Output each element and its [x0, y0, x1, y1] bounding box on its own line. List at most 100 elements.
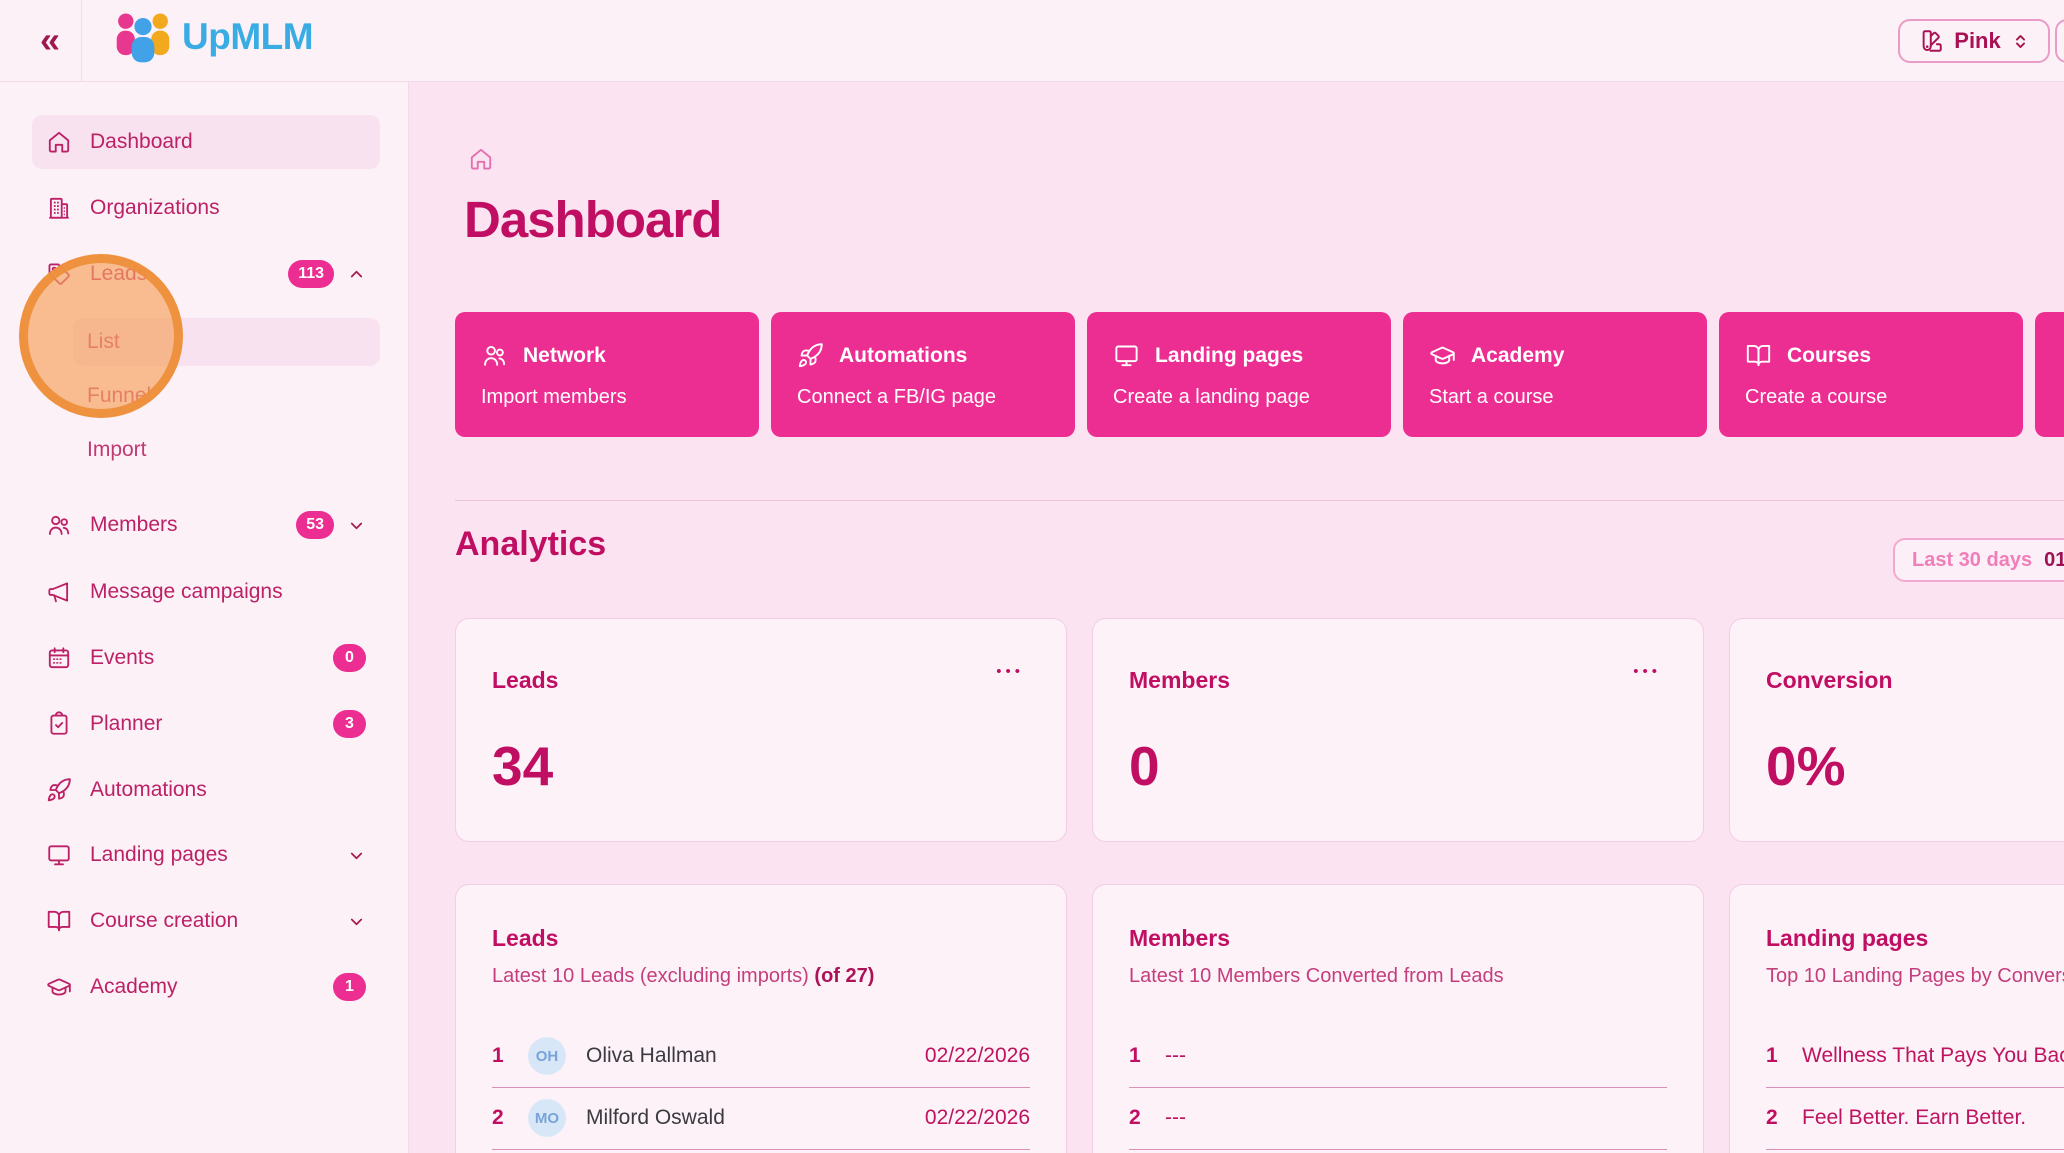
sidebar-item-label: Dashboard — [90, 130, 193, 153]
chevron-up-icon[interactable] — [347, 265, 366, 284]
chevron-up-down-icon — [2015, 34, 2025, 48]
stat-value: 0% — [1766, 735, 1846, 797]
quick-action-automations[interactable]: Automations Connect a FB/IG page — [771, 312, 1075, 437]
theme-selector-value: Pink — [1954, 28, 2001, 53]
analytics-heading: Analytics — [455, 525, 607, 563]
list-card-subtitle-text: Latest 10 Leads (excluding imports) — [492, 965, 809, 987]
header-secondary-button[interactable] — [2055, 19, 2064, 63]
sidebar-item-leads[interactable]: Leads 113 — [32, 247, 380, 301]
list-card-leads: Leads Latest 10 Leads (excluding imports… — [455, 884, 1067, 1153]
quick-action-subtitle: Start a course — [1429, 386, 1554, 408]
sidebar-subitem-leads-funnel[interactable]: Funnel — [73, 372, 380, 420]
theme-selector-button[interactable]: Pink — [1898, 19, 2050, 63]
quick-action-title: Network — [523, 343, 606, 367]
breadcrumb-home-icon[interactable] — [468, 146, 494, 172]
header-divider — [81, 0, 82, 81]
list-card-title: Members — [1129, 925, 1230, 951]
sidebar-subitem-label: Import — [87, 438, 147, 461]
list-card-subtitle: Latest 10 Leads (excluding imports) (of … — [492, 965, 1030, 988]
quick-action-subtitle: Create a course — [1745, 386, 1888, 408]
stat-title: Conversion — [1766, 667, 1893, 693]
row-number: 1 — [492, 1044, 504, 1067]
clipboard-check-icon — [50, 711, 68, 735]
sidebar-subitem-leads-list[interactable]: List — [73, 318, 380, 366]
stat-card-members: Members ••• 0 — [1092, 618, 1704, 842]
brand-people-icon — [116, 13, 170, 63]
date-range-value: 01/2 — [2044, 548, 2064, 571]
sidebar-subitem-leads-import[interactable]: Import — [73, 426, 380, 474]
sidebar-item-label: Members — [90, 513, 178, 536]
row-number: 1 — [1766, 1044, 1778, 1067]
sidebar-item-dashboard[interactable]: Dashboard — [32, 115, 380, 169]
row-number: 1 — [1129, 1044, 1141, 1067]
section-divider — [455, 500, 2064, 501]
sidebar: Dashboard Organizations Leads 113 List F… — [0, 82, 409, 1153]
chevron-down-icon[interactable] — [347, 846, 366, 865]
quick-action-subtitle: Create a landing page — [1113, 386, 1310, 408]
lead-row[interactable]: 1 OH Oliva Hallman 02/22/2026 — [492, 1025, 1030, 1088]
quick-action-academy[interactable]: Academy Start a course — [1403, 312, 1707, 437]
sidebar-item-label: Automations — [90, 778, 207, 801]
ellipsis-menu-icon[interactable]: ••• — [996, 663, 1024, 680]
members-count-badge: 53 — [296, 511, 334, 539]
date-range-filter[interactable]: Last 30 days 01/2 — [1893, 538, 2064, 582]
member-row[interactable]: 1 --- — [1129, 1025, 1667, 1088]
sidebar-item-message-campaigns[interactable]: Message campaigns — [32, 565, 380, 619]
app-logo[interactable]: UpMLM — [114, 11, 314, 63]
member-row[interactable]: 2 --- — [1129, 1087, 1667, 1150]
quick-actions-row: Network Import members Automations Conne… — [455, 312, 2064, 437]
sidebar-item-academy[interactable]: Academy 1 — [32, 960, 380, 1014]
ellipsis-menu-icon[interactable]: ••• — [1633, 663, 1661, 680]
landing-page-row[interactable]: 2 Feel Better. Earn Better. — [1766, 1087, 2064, 1150]
rocket-icon — [798, 343, 823, 368]
quick-action-subtitle: Connect a FB/IG page — [797, 386, 997, 408]
monitor-icon — [48, 845, 70, 866]
chevron-down-icon[interactable] — [347, 516, 366, 535]
row-number: 2 — [1129, 1106, 1141, 1129]
book-open-icon — [1746, 344, 1771, 367]
quick-action-title: Academy — [1471, 343, 1565, 367]
events-count-badge: 0 — [333, 644, 366, 672]
sidebar-item-events[interactable]: Events 0 — [32, 631, 380, 685]
megaphone-icon — [48, 582, 69, 603]
monitor-icon — [1115, 345, 1138, 367]
sidebar-item-label: Planner — [90, 712, 163, 735]
sidebar-item-planner[interactable]: Planner 3 — [32, 697, 380, 751]
stat-title: Members — [1129, 667, 1230, 693]
quick-action-courses[interactable]: Courses Create a course — [1719, 312, 2023, 437]
row-number: 2 — [1766, 1106, 1778, 1129]
sidebar-collapse-button[interactable]: « — [39, 19, 61, 60]
list-card-subtitle-count: (of 27) — [814, 965, 875, 987]
sidebar-item-label: Organizations — [90, 196, 220, 219]
sidebar-item-landing-pages[interactable]: Landing pages — [32, 828, 380, 882]
lead-row[interactable]: 2 MO Milford Oswald 02/22/2026 — [492, 1087, 1030, 1150]
landing-page-row[interactable]: 1 Wellness That Pays You Back — [1766, 1025, 2064, 1088]
book-open-icon — [47, 910, 71, 932]
planner-count-badge: 3 — [333, 710, 366, 738]
sidebar-item-label: Academy — [90, 975, 178, 998]
list-card-subtitle: Top 10 Landing Pages by Convers — [1766, 965, 2064, 987]
quick-action-partial[interactable] — [2035, 312, 2064, 437]
quick-action-title: Landing pages — [1155, 343, 1304, 367]
stat-value: 34 — [492, 735, 554, 797]
quick-action-landing-pages[interactable]: Landing pages Create a landing page — [1087, 312, 1391, 437]
sidebar-item-members[interactable]: Members 53 — [32, 498, 380, 552]
sidebar-item-course-creation[interactable]: Course creation — [32, 894, 380, 948]
chevron-down-icon[interactable] — [347, 912, 366, 931]
sidebar-item-organizations[interactable]: Organizations — [32, 181, 380, 235]
quick-action-network[interactable]: Network Import members — [455, 312, 759, 437]
tag-icon — [48, 263, 70, 285]
quick-action-title: Automations — [839, 343, 968, 367]
sidebar-item-label: Message campaigns — [90, 580, 283, 603]
sidebar-item-automations[interactable]: Automations — [32, 763, 380, 817]
member-name: --- — [1165, 1044, 1186, 1067]
sidebar-item-label: Leads — [90, 262, 148, 285]
main-content: Dashboard Network Import members Automat… — [409, 82, 2064, 1153]
avatar: OH — [528, 1037, 566, 1075]
rocket-icon — [47, 778, 71, 802]
landing-page-name: Feel Better. Earn Better. — [1802, 1106, 2027, 1129]
date-range-label: Last 30 days — [1912, 548, 2033, 571]
lead-date: 02/22/2026 — [924, 1106, 1030, 1129]
building-icon — [48, 197, 70, 219]
palette-icon — [1922, 29, 1943, 53]
